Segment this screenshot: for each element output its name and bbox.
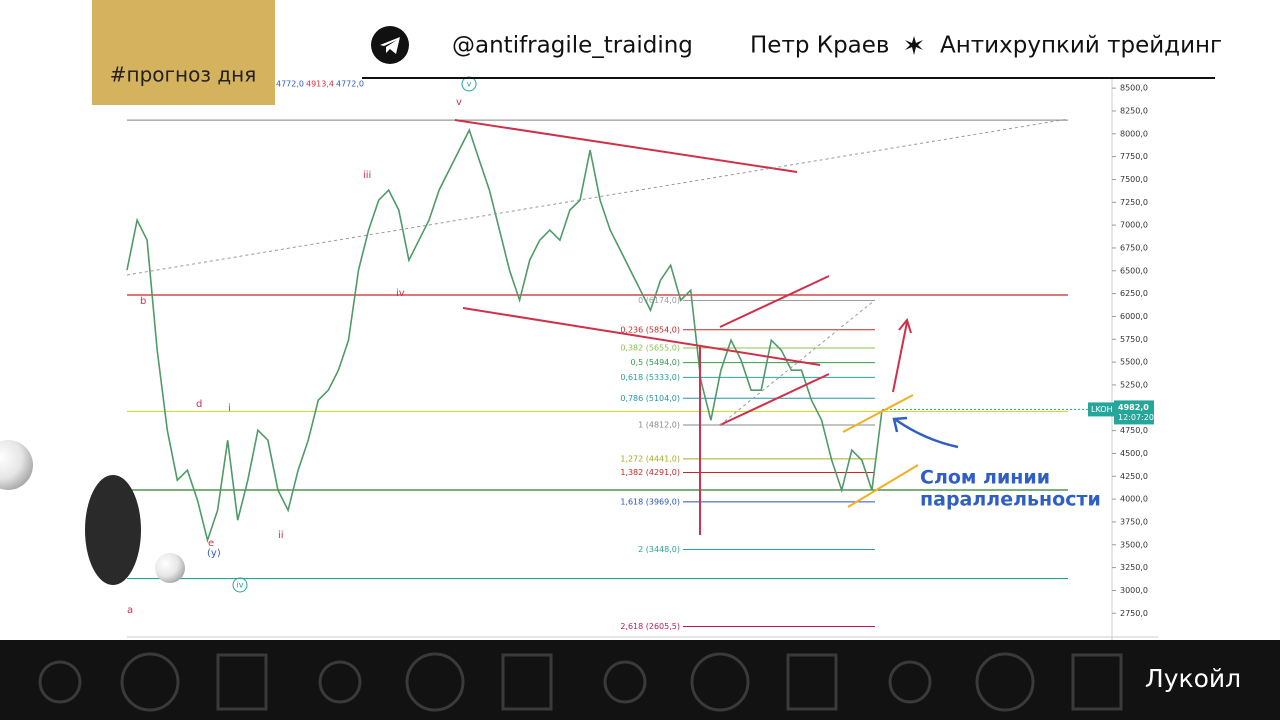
plot-layer: 2750,0 3000,0 3250,0 3500,0 3750,0 4000,0 4250… bbox=[126, 84, 1154, 631]
annotation: Слом линии bbox=[920, 467, 1050, 489]
fib-label: 0 (6174,0) bbox=[638, 296, 680, 305]
price-tag-price: 4982,0 bbox=[1118, 403, 1149, 412]
fib-label: 0,786 (5104,0) bbox=[620, 394, 680, 403]
wave-label: ii bbox=[278, 530, 284, 541]
y-tick-label: 2750,0 bbox=[1120, 609, 1148, 618]
fib-label: 2,618 (2605,5) bbox=[620, 622, 680, 631]
y-tick-label: 4000,0 bbox=[1120, 495, 1148, 504]
author: Петр Краев bbox=[750, 33, 889, 59]
fib-label: 0,5 (5494,0) bbox=[631, 358, 681, 367]
tag: #прогноз дня bbox=[110, 63, 257, 87]
fib-label: 1,618 (3969,0) bbox=[620, 497, 680, 506]
fib-label: 1,382 (4291,0) bbox=[620, 468, 680, 477]
wave-circle bbox=[232, 577, 248, 593]
channel-line bbox=[847, 464, 919, 508]
wave-label: e bbox=[208, 538, 214, 549]
footer-ornaments bbox=[38, 652, 1123, 712]
annotation: параллельности bbox=[920, 489, 1101, 511]
y-tick-label: 8500,0 bbox=[1120, 84, 1148, 93]
ticker-name: Лукойл bbox=[1145, 664, 1241, 693]
tag-box bbox=[92, 0, 275, 105]
fib-label: 0,618 (5333,0) bbox=[620, 373, 680, 382]
fib-label: 2 (3448,0) bbox=[638, 545, 680, 554]
ohlc: 4772,0 bbox=[336, 80, 364, 89]
ohlc: 4772,0 bbox=[276, 80, 304, 89]
price-tag-box bbox=[1114, 400, 1154, 425]
y-tick-label: 6000,0 bbox=[1120, 312, 1148, 321]
wave-label: b bbox=[140, 296, 146, 307]
y-tick-label: 7750,0 bbox=[1120, 152, 1148, 161]
arrow bbox=[892, 416, 959, 449]
y-tick-label: 7500,0 bbox=[1120, 175, 1148, 184]
wave-label: (y) bbox=[207, 548, 221, 559]
fib-label: 0,382 (5655,0) bbox=[620, 343, 680, 352]
y-tick-label: 5250,0 bbox=[1120, 380, 1148, 389]
wave-label: d bbox=[196, 399, 202, 410]
y-tick-label: 4250,0 bbox=[1120, 472, 1148, 481]
ohlc: 4913,4 bbox=[306, 80, 334, 89]
star-icon bbox=[905, 36, 923, 55]
y-tick-label: 4750,0 bbox=[1120, 426, 1148, 435]
trend-line bbox=[454, 119, 798, 173]
price-tag-box bbox=[1088, 402, 1114, 417]
y-tick-label: 3250,0 bbox=[1120, 563, 1148, 572]
y-tick-label: 5500,0 bbox=[1120, 358, 1148, 367]
y-tick-label: 6750,0 bbox=[1120, 243, 1148, 252]
trend-line bbox=[126, 118, 1069, 276]
price-line bbox=[126, 128, 883, 544]
wave-label: i bbox=[228, 403, 231, 414]
trend-line bbox=[462, 307, 821, 366]
y-tick-label: 3750,0 bbox=[1120, 517, 1148, 526]
y-tick-label: 6250,0 bbox=[1120, 289, 1148, 298]
y-tick-label: 7000,0 bbox=[1120, 221, 1148, 230]
wave-label: iv bbox=[396, 288, 405, 299]
y-tick-label: 4500,0 bbox=[1120, 449, 1148, 458]
wave-label: iii bbox=[363, 170, 371, 181]
price-tag-ticker: LKOH bbox=[1091, 405, 1113, 414]
mouse bbox=[85, 475, 141, 585]
wave-label: a bbox=[127, 605, 133, 616]
footer-bar bbox=[0, 640, 1280, 720]
fib-label: 1,272 (4441,0) bbox=[620, 454, 680, 463]
fib-label: 1 (4812,0) bbox=[638, 420, 680, 429]
fib-label: 0,236 (5854,0) bbox=[620, 325, 680, 334]
wave-label: v bbox=[456, 97, 462, 108]
trend-line bbox=[719, 373, 830, 426]
trend-line bbox=[719, 275, 830, 328]
channel-line bbox=[842, 394, 914, 433]
telegram-plane bbox=[380, 37, 400, 54]
y-tick-label: 8250,0 bbox=[1120, 106, 1148, 115]
wave-label: iv bbox=[237, 581, 244, 590]
pearl bbox=[0, 440, 33, 490]
arrow-up bbox=[892, 317, 912, 393]
y-tick-label: 7250,0 bbox=[1120, 198, 1148, 207]
price-tag-time: 12:07:20 bbox=[1118, 413, 1154, 422]
y-tick-label: 6500,0 bbox=[1120, 266, 1148, 275]
y-tick-label: 8000,0 bbox=[1120, 129, 1148, 138]
pearl bbox=[155, 553, 185, 583]
y-tick-label: 3000,0 bbox=[1120, 586, 1148, 595]
wave-label: v bbox=[467, 80, 472, 89]
brand: Антихрупкий трейдинг bbox=[940, 33, 1222, 59]
y-tick-label: 5750,0 bbox=[1120, 335, 1148, 344]
handle: @antifragile_traiding bbox=[452, 33, 693, 59]
y-tick-label: 3500,0 bbox=[1120, 540, 1148, 549]
